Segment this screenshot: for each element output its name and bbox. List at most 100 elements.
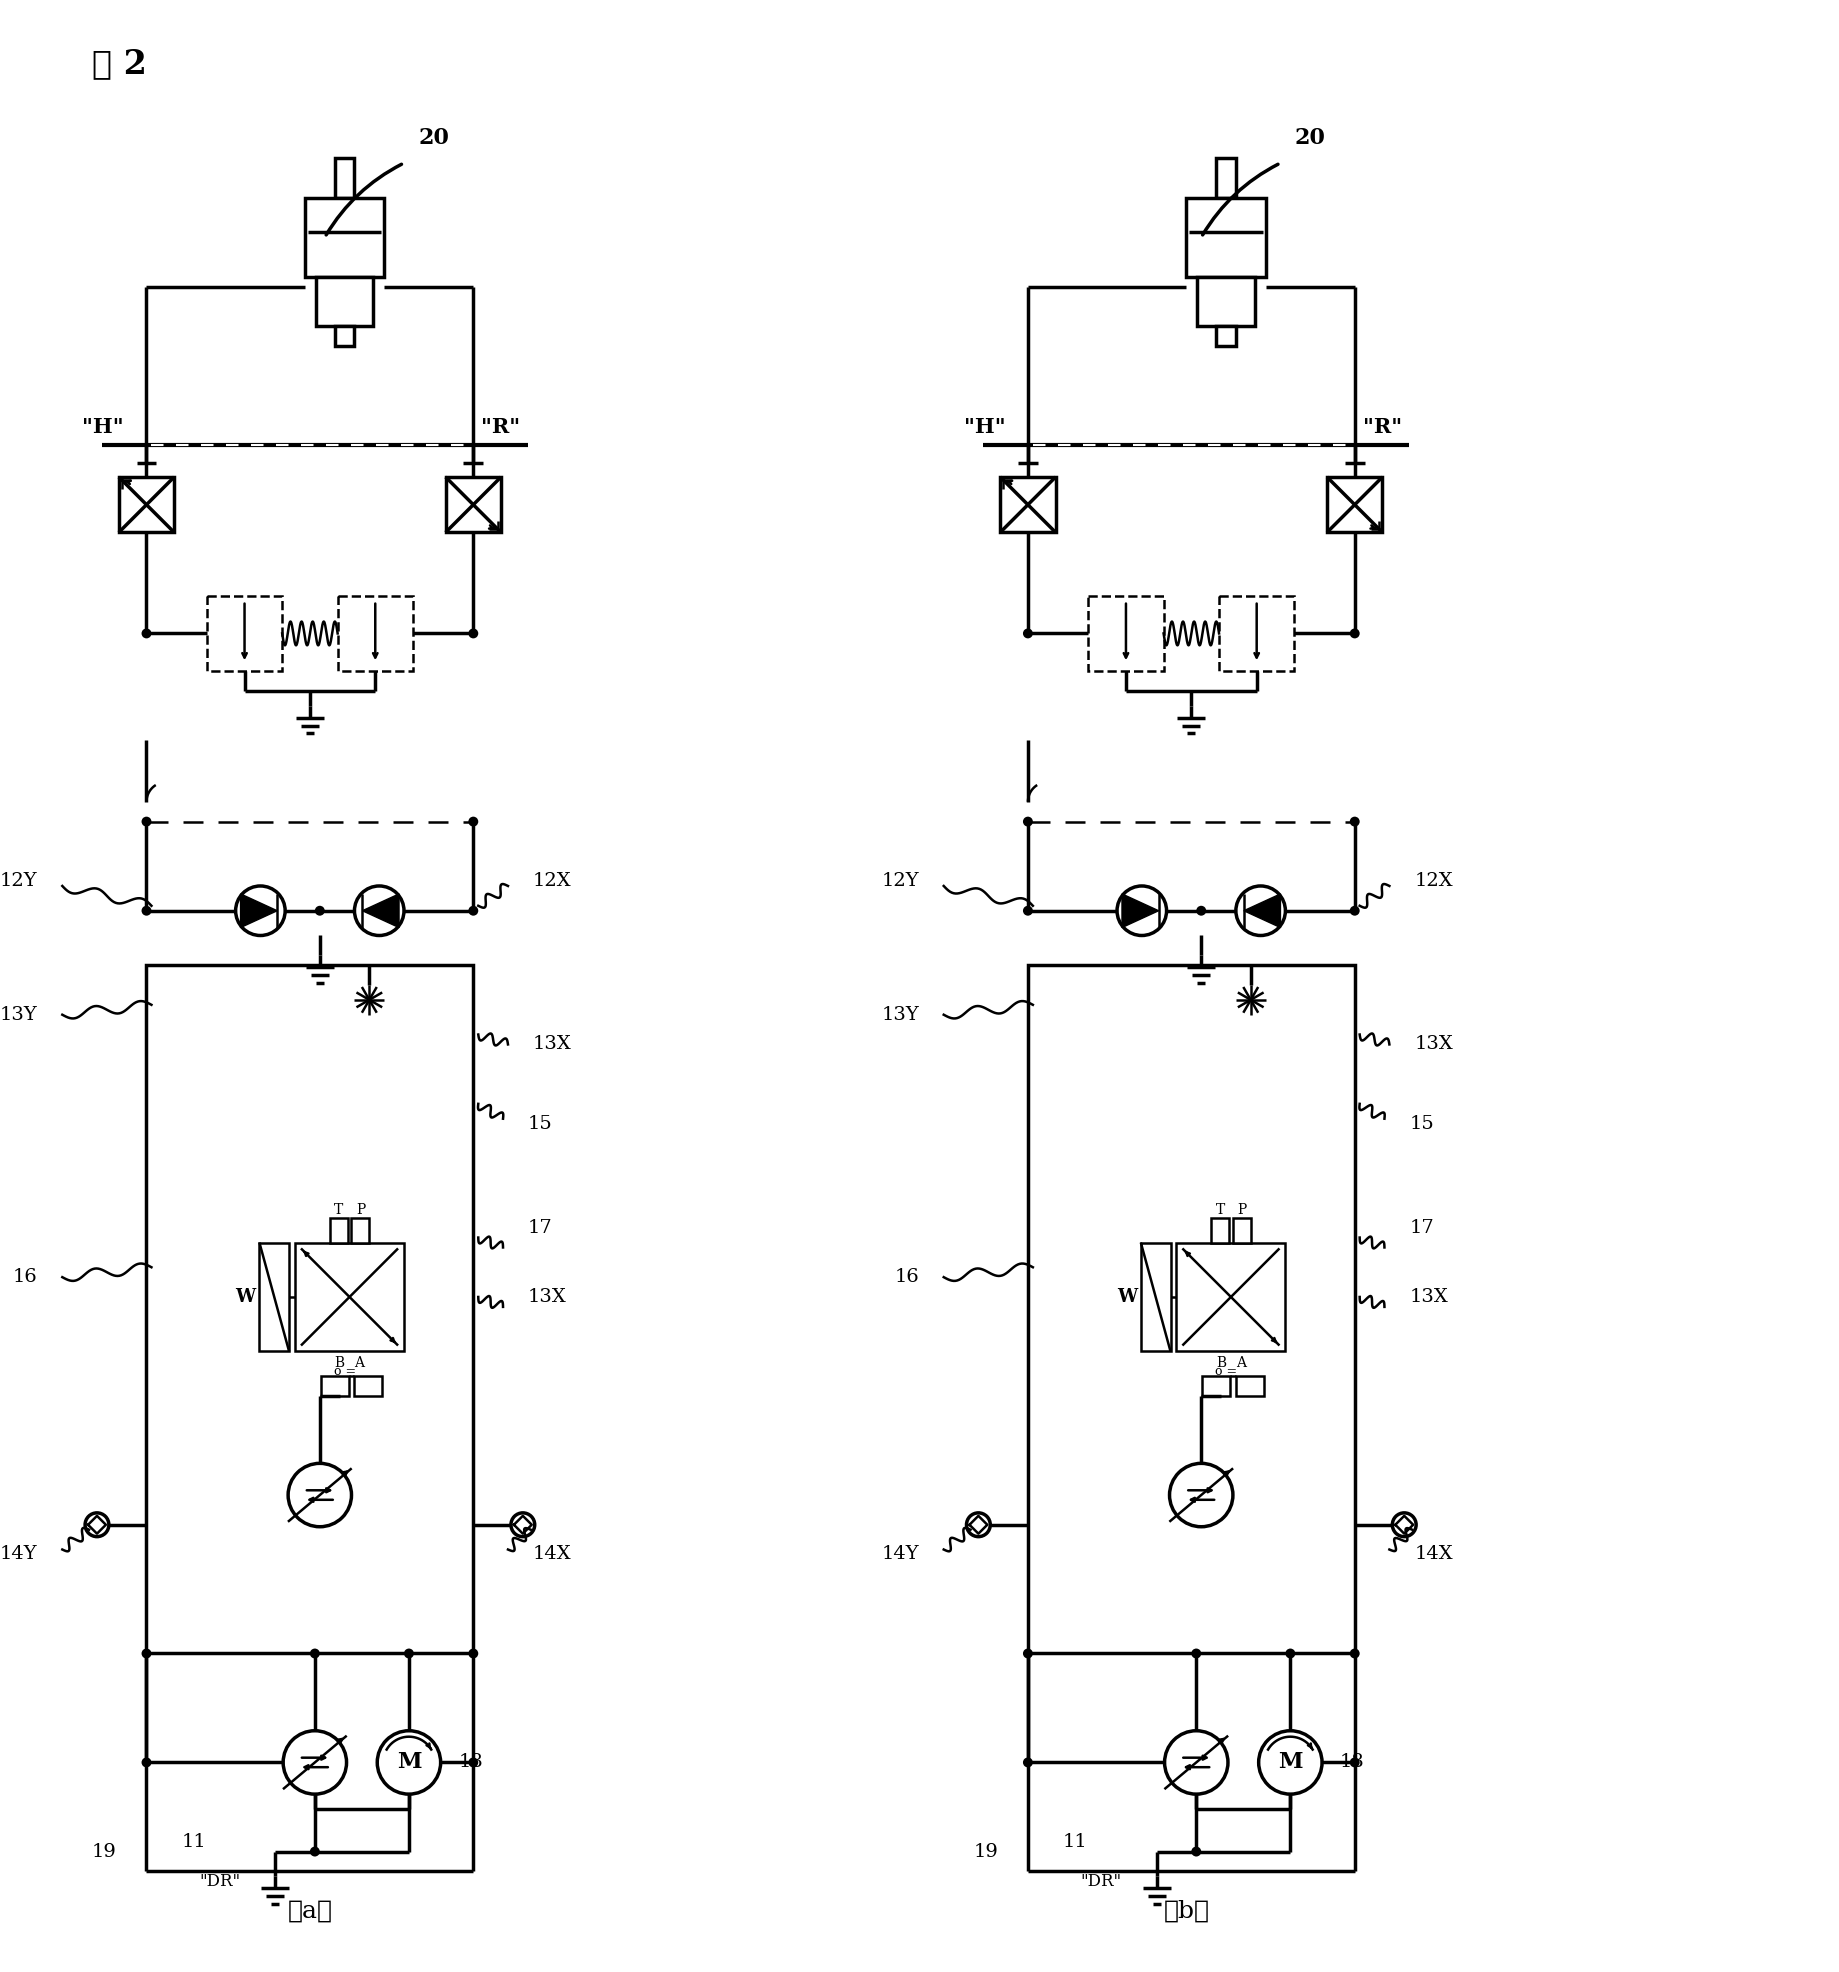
Text: 12Y: 12Y bbox=[0, 872, 37, 889]
Circle shape bbox=[283, 1731, 346, 1795]
Bar bbox=[1210, 1219, 1228, 1242]
Circle shape bbox=[1350, 1649, 1359, 1658]
Circle shape bbox=[469, 816, 478, 826]
Circle shape bbox=[309, 1846, 320, 1856]
Text: 20: 20 bbox=[1295, 128, 1324, 150]
Bar bbox=[206, 596, 281, 670]
Circle shape bbox=[469, 1649, 478, 1658]
Text: 14X: 14X bbox=[533, 1546, 572, 1564]
Text: 13X: 13X bbox=[533, 1035, 572, 1053]
Circle shape bbox=[1022, 905, 1032, 915]
Text: 17: 17 bbox=[1409, 1219, 1433, 1236]
Text: 11: 11 bbox=[180, 1832, 206, 1850]
Polygon shape bbox=[1243, 893, 1280, 927]
Circle shape bbox=[1350, 905, 1359, 915]
Bar bbox=[1175, 1242, 1285, 1351]
Text: 13Y: 13Y bbox=[881, 1006, 918, 1023]
Bar bbox=[1087, 596, 1162, 670]
Text: A: A bbox=[1236, 1357, 1245, 1371]
Bar bbox=[337, 596, 412, 670]
Text: T: T bbox=[1216, 1203, 1225, 1217]
Polygon shape bbox=[241, 893, 278, 927]
Bar bbox=[1140, 1242, 1170, 1351]
Bar bbox=[1000, 477, 1056, 532]
Circle shape bbox=[1164, 1731, 1227, 1795]
Bar bbox=[1236, 1376, 1263, 1396]
Text: 20: 20 bbox=[417, 128, 449, 150]
Circle shape bbox=[1285, 1649, 1295, 1658]
Circle shape bbox=[1350, 816, 1359, 826]
Text: P: P bbox=[1236, 1203, 1245, 1217]
Bar bbox=[1232, 1219, 1251, 1242]
Text: 16: 16 bbox=[13, 1268, 37, 1286]
Circle shape bbox=[469, 629, 478, 639]
Circle shape bbox=[377, 1731, 440, 1795]
Bar bbox=[1201, 1376, 1228, 1396]
Bar bbox=[294, 1242, 405, 1351]
Text: （a）: （a） bbox=[287, 1899, 333, 1923]
Text: "R": "R" bbox=[1363, 418, 1401, 438]
Text: M: M bbox=[1278, 1751, 1302, 1773]
Text: B: B bbox=[335, 1357, 344, 1371]
Text: 12X: 12X bbox=[533, 872, 572, 889]
Circle shape bbox=[1170, 1463, 1232, 1526]
Text: 11: 11 bbox=[1061, 1832, 1087, 1850]
Bar bbox=[355, 1376, 383, 1396]
Text: 16: 16 bbox=[894, 1268, 918, 1286]
Text: o =: o = bbox=[333, 1365, 355, 1378]
Circle shape bbox=[965, 1513, 989, 1536]
Text: 図 2: 図 2 bbox=[92, 47, 147, 81]
Circle shape bbox=[1116, 885, 1166, 935]
Text: "DR": "DR" bbox=[1079, 1873, 1122, 1889]
Bar bbox=[1216, 158, 1236, 197]
Circle shape bbox=[1022, 816, 1032, 826]
Text: "R": "R" bbox=[482, 418, 520, 438]
Bar bbox=[351, 1219, 370, 1242]
Circle shape bbox=[314, 905, 324, 915]
Text: 13X: 13X bbox=[528, 1288, 566, 1305]
Circle shape bbox=[1195, 905, 1206, 915]
Text: 15: 15 bbox=[528, 1114, 552, 1132]
Text: W: W bbox=[1116, 1288, 1137, 1305]
Bar bbox=[120, 477, 175, 532]
Circle shape bbox=[142, 629, 151, 639]
Bar bbox=[1216, 327, 1236, 347]
Circle shape bbox=[511, 1513, 535, 1536]
Text: 14X: 14X bbox=[1414, 1546, 1453, 1564]
Bar bbox=[1028, 964, 1354, 1653]
Text: 18: 18 bbox=[1339, 1753, 1365, 1771]
Bar bbox=[1326, 477, 1381, 532]
Bar bbox=[1197, 276, 1254, 327]
Text: P: P bbox=[355, 1203, 364, 1217]
Text: "H": "H" bbox=[83, 418, 123, 438]
Circle shape bbox=[405, 1649, 414, 1658]
Bar bbox=[335, 327, 355, 347]
Circle shape bbox=[235, 885, 285, 935]
Bar bbox=[1186, 197, 1265, 276]
Text: 19: 19 bbox=[92, 1842, 118, 1860]
Text: A: A bbox=[355, 1357, 364, 1371]
Circle shape bbox=[355, 885, 405, 935]
Circle shape bbox=[85, 1513, 109, 1536]
Circle shape bbox=[142, 1649, 151, 1658]
Bar bbox=[329, 1219, 348, 1242]
Circle shape bbox=[469, 905, 478, 915]
Circle shape bbox=[309, 1649, 320, 1658]
Circle shape bbox=[1190, 1846, 1201, 1856]
Text: 14Y: 14Y bbox=[881, 1546, 918, 1564]
Circle shape bbox=[1392, 1513, 1416, 1536]
Text: 12Y: 12Y bbox=[881, 872, 918, 889]
Circle shape bbox=[1350, 1757, 1359, 1767]
Bar bbox=[445, 477, 500, 532]
Text: 14Y: 14Y bbox=[0, 1546, 37, 1564]
Text: 13Y: 13Y bbox=[0, 1006, 37, 1023]
Circle shape bbox=[289, 1463, 351, 1526]
Circle shape bbox=[142, 905, 151, 915]
Text: 18: 18 bbox=[458, 1753, 484, 1771]
Text: W: W bbox=[235, 1288, 256, 1305]
Text: "DR": "DR" bbox=[199, 1873, 241, 1889]
Text: 13X: 13X bbox=[1414, 1035, 1453, 1053]
Text: 13X: 13X bbox=[1409, 1288, 1447, 1305]
Circle shape bbox=[1236, 885, 1285, 935]
Bar bbox=[320, 1376, 348, 1396]
